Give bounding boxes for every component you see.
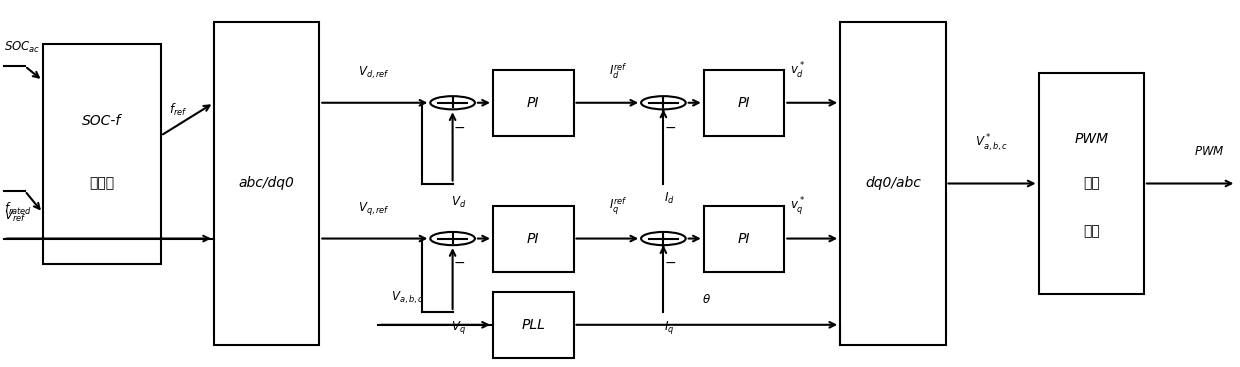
FancyBboxPatch shape [492,292,573,358]
Text: $V_{q,ref}$: $V_{q,ref}$ [357,200,389,217]
Text: $f_{ref}$: $f_{ref}$ [169,102,187,118]
Text: $V_d$: $V_d$ [451,195,466,210]
Text: $I_q^{ref}$: $I_q^{ref}$ [609,195,627,217]
Text: $V_{ref}$: $V_{ref}$ [4,209,26,224]
Text: −: − [454,120,465,134]
Text: PI: PI [527,96,539,110]
Text: PI: PI [738,96,750,110]
FancyBboxPatch shape [1039,73,1145,294]
Text: PI: PI [738,232,750,246]
Text: $I_d$: $I_d$ [665,191,675,206]
Text: $V_q$: $V_q$ [451,319,466,336]
FancyBboxPatch shape [704,70,785,136]
Text: 下垂环: 下垂环 [89,177,114,190]
Text: $V_{d,ref}$: $V_{d,ref}$ [357,64,389,81]
Text: $I_d^{ref}$: $I_d^{ref}$ [609,61,627,81]
FancyBboxPatch shape [42,44,161,264]
Text: 生成: 生成 [1083,177,1100,190]
Text: $\theta$: $\theta$ [702,294,712,306]
Text: $V^*_{a,b,c}$: $V^*_{a,b,c}$ [976,132,1008,154]
Circle shape [430,96,475,109]
Text: −: − [665,120,676,134]
Text: PWM: PWM [1074,132,1109,146]
FancyBboxPatch shape [492,206,573,272]
Text: $I_q$: $I_q$ [665,319,675,336]
Text: SOC-f: SOC-f [82,114,122,128]
Text: $V_{a,b,c}$: $V_{a,b,c}$ [391,290,424,306]
Text: abc/dq0: abc/dq0 [238,177,295,190]
FancyBboxPatch shape [841,22,945,345]
Text: −: − [665,256,676,270]
Text: dq0/abc: dq0/abc [864,177,921,190]
Text: $PWM$: $PWM$ [1194,145,1224,158]
Text: PI: PI [527,232,539,246]
Text: $f_{rated}$: $f_{rated}$ [4,201,32,217]
Text: PLL: PLL [521,318,546,332]
FancyBboxPatch shape [704,206,785,272]
Circle shape [430,232,475,245]
Text: 模块: 模块 [1083,224,1100,238]
Circle shape [641,96,686,109]
FancyBboxPatch shape [213,22,320,345]
Text: $SOC_{ac}$: $SOC_{ac}$ [4,40,40,55]
Circle shape [641,232,686,245]
Text: $v_d^*$: $v_d^*$ [791,61,806,81]
FancyBboxPatch shape [492,70,573,136]
Text: −: − [454,256,465,270]
Text: $v_q^*$: $v_q^*$ [791,195,806,217]
